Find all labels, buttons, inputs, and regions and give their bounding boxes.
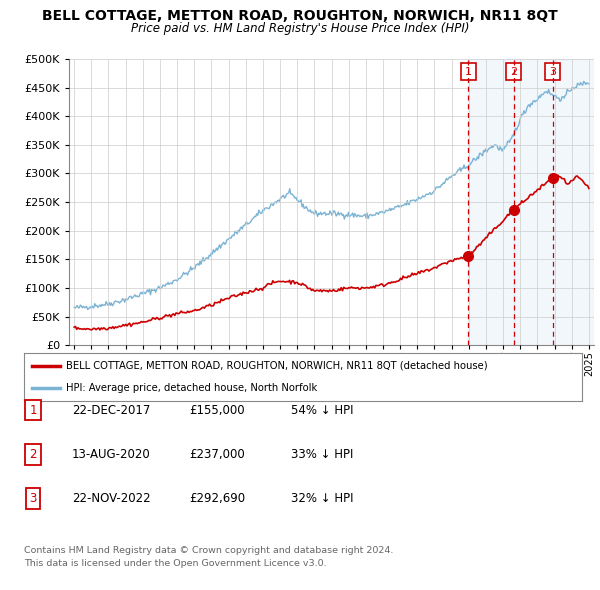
Text: 22-NOV-2022: 22-NOV-2022 bbox=[72, 492, 151, 505]
Text: HPI: Average price, detached house, North Norfolk: HPI: Average price, detached house, Nort… bbox=[66, 383, 317, 393]
Text: BELL COTTAGE, METTON ROAD, ROUGHTON, NORWICH, NR11 8QT (detached house): BELL COTTAGE, METTON ROAD, ROUGHTON, NOR… bbox=[66, 361, 487, 371]
Text: Price paid vs. HM Land Registry's House Price Index (HPI): Price paid vs. HM Land Registry's House … bbox=[131, 22, 469, 35]
Text: £237,000: £237,000 bbox=[189, 448, 245, 461]
Text: 2: 2 bbox=[510, 67, 517, 77]
Text: 1: 1 bbox=[465, 67, 472, 77]
Text: Contains HM Land Registry data © Crown copyright and database right 2024.: Contains HM Land Registry data © Crown c… bbox=[24, 546, 394, 555]
Text: 13-AUG-2020: 13-AUG-2020 bbox=[72, 448, 151, 461]
Text: BELL COTTAGE, METTON ROAD, ROUGHTON, NORWICH, NR11 8QT: BELL COTTAGE, METTON ROAD, ROUGHTON, NOR… bbox=[42, 9, 558, 23]
Text: 54% ↓ HPI: 54% ↓ HPI bbox=[291, 404, 353, 417]
Text: This data is licensed under the Open Government Licence v3.0.: This data is licensed under the Open Gov… bbox=[24, 559, 326, 568]
Text: 32% ↓ HPI: 32% ↓ HPI bbox=[291, 492, 353, 505]
Text: 33% ↓ HPI: 33% ↓ HPI bbox=[291, 448, 353, 461]
Text: 1: 1 bbox=[29, 404, 37, 417]
Text: £155,000: £155,000 bbox=[189, 404, 245, 417]
Text: 3: 3 bbox=[549, 67, 556, 77]
Text: 3: 3 bbox=[29, 492, 37, 505]
Text: £292,690: £292,690 bbox=[189, 492, 245, 505]
Bar bbox=[468, 59, 514, 345]
Bar bbox=[514, 59, 594, 345]
Text: 2: 2 bbox=[29, 448, 37, 461]
Text: 22-DEC-2017: 22-DEC-2017 bbox=[72, 404, 151, 417]
